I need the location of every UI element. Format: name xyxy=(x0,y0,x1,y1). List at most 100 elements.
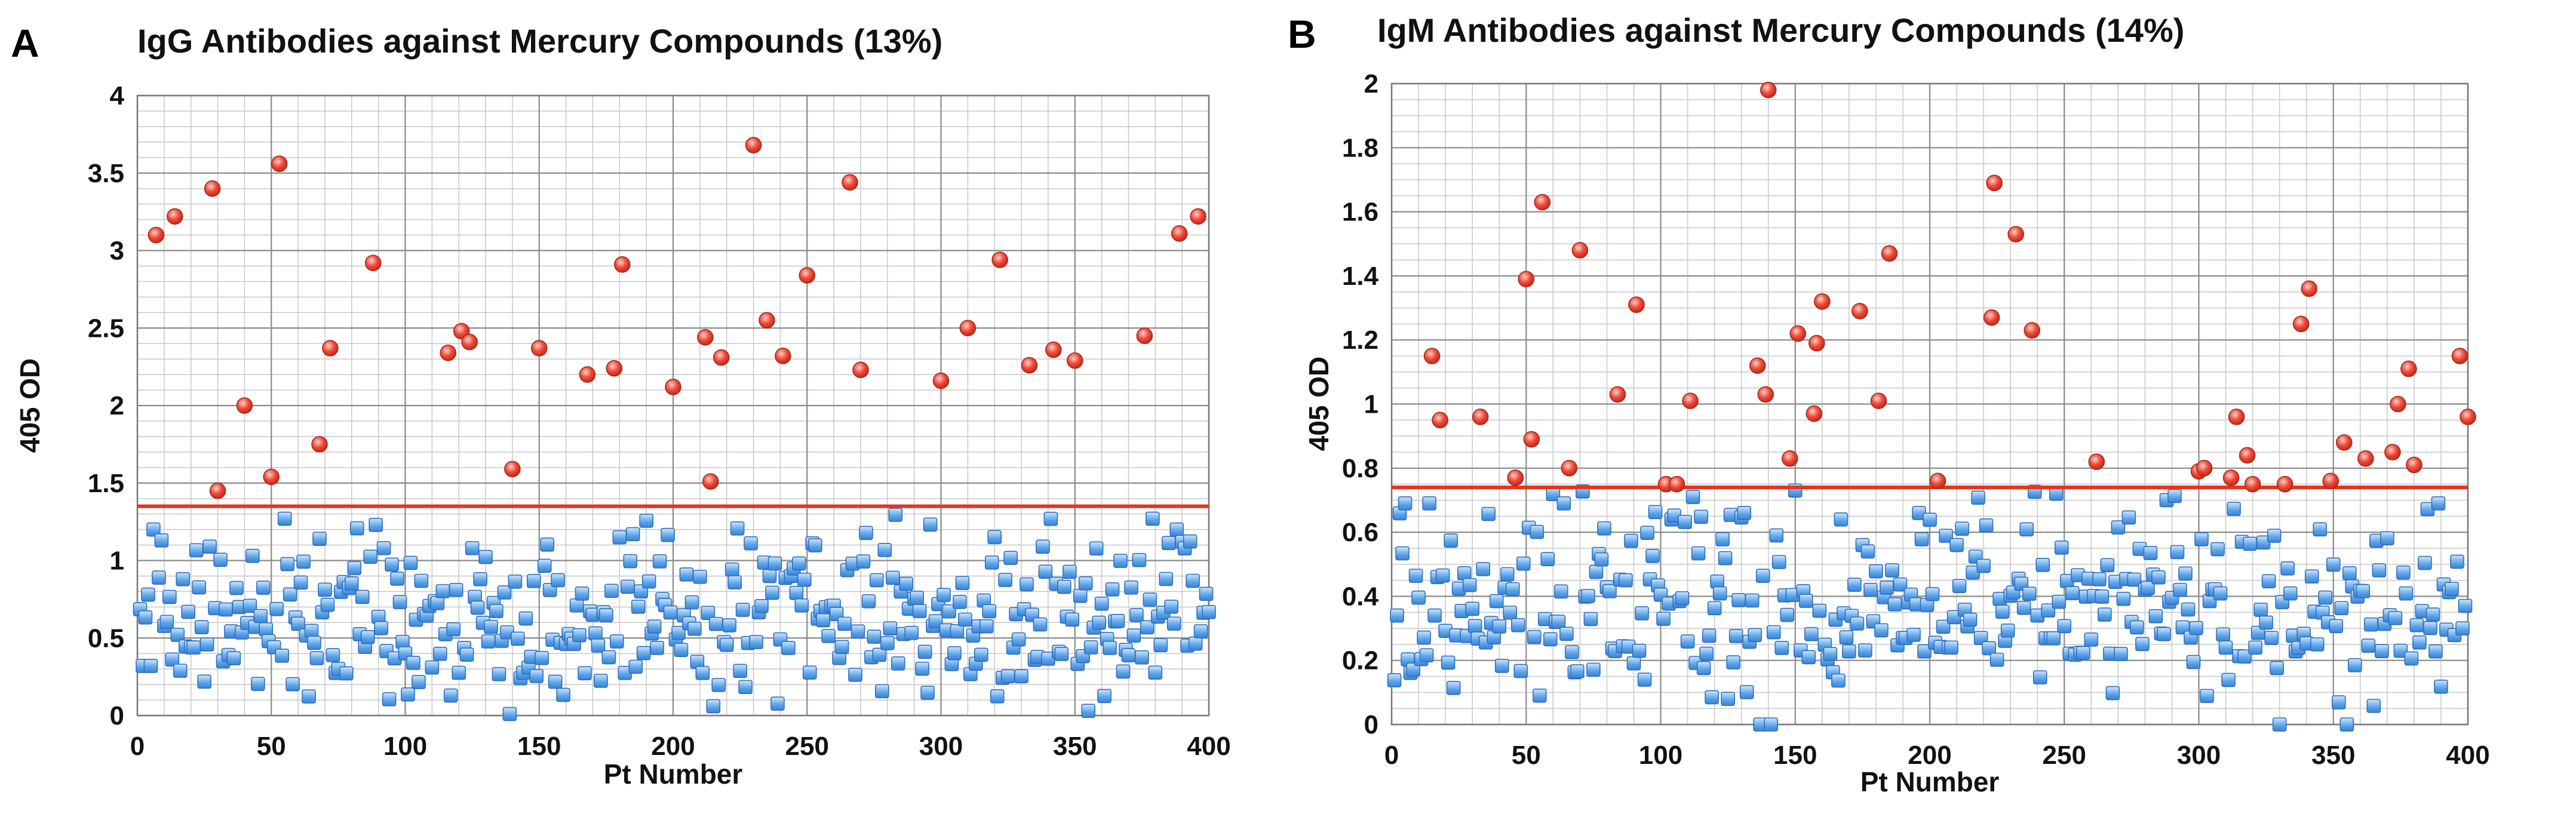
data-point-low xyxy=(2151,570,2166,585)
data-point-low xyxy=(2342,566,2357,581)
data-point-low xyxy=(369,518,383,532)
data-point-low xyxy=(2455,621,2470,635)
y-tick-label: 1.4 xyxy=(1342,262,1379,291)
data-point-low xyxy=(915,661,929,676)
data-point-low xyxy=(253,609,268,624)
data-point-low xyxy=(1113,554,1128,568)
x-tick-label: 250 xyxy=(2043,741,2086,770)
data-point-low xyxy=(484,619,498,634)
data-point-low xyxy=(2216,627,2230,642)
data-point-low xyxy=(492,667,506,681)
data-point-low xyxy=(628,659,643,674)
data-point-low xyxy=(2243,536,2257,551)
data-point-low xyxy=(291,616,305,631)
data-point-low xyxy=(1952,579,1967,594)
data-point-low xyxy=(165,652,180,667)
data-point-low xyxy=(1476,561,1490,576)
data-point-low xyxy=(1626,656,1641,671)
data-point-low xyxy=(1078,576,1093,591)
data-point-low xyxy=(1116,664,1131,679)
data-point-high xyxy=(1668,475,1685,493)
data-point-low xyxy=(529,669,544,683)
data-point-low xyxy=(1043,511,1058,526)
x-tick-label: 50 xyxy=(257,732,286,761)
y-tick-label: 0.8 xyxy=(1342,454,1378,483)
data-point-low xyxy=(808,538,822,552)
tick-labels: 0 0.5 1 1.5 2 2.5 3 3.5 4 0 50 100 150 200 250 300 350 40… xyxy=(88,81,1231,761)
data-point-low xyxy=(1764,717,1779,732)
data-point-low xyxy=(229,581,244,595)
data-point-low xyxy=(1589,564,1604,579)
data-point-low xyxy=(837,616,852,631)
data-point-low xyxy=(636,646,651,661)
data-point-low xyxy=(219,602,233,617)
data-point-low xyxy=(955,576,970,590)
data-point-low xyxy=(1597,521,1611,536)
series-below-threshold xyxy=(133,508,1216,722)
data-point-low xyxy=(347,561,362,575)
data-point-low xyxy=(1489,594,1504,609)
x-axis-label: Pt Number xyxy=(604,759,743,790)
data-point-low xyxy=(1971,490,1985,505)
data-point-low xyxy=(701,606,716,621)
data-point-low xyxy=(2167,489,2182,504)
data-point-low xyxy=(1645,549,1660,563)
data-point-high xyxy=(1781,450,1798,467)
data-point-low xyxy=(1731,593,1746,607)
data-point-low xyxy=(320,597,335,612)
data-point-low xyxy=(1602,584,1617,598)
data-point-low xyxy=(1014,669,1028,684)
data-point-high xyxy=(2460,409,2476,425)
data-point-low xyxy=(2075,646,2090,661)
data-point-low xyxy=(1143,592,1157,607)
data-point-low xyxy=(1804,627,1819,641)
data-point-low xyxy=(556,687,570,702)
data-point-low xyxy=(176,572,191,587)
data-point-low xyxy=(226,651,241,666)
data-point-low xyxy=(979,619,994,634)
data-point-low xyxy=(2264,631,2279,645)
data-point-low xyxy=(2409,618,2424,633)
series-above-threshold xyxy=(1423,81,2476,493)
data-point-low xyxy=(1766,625,1781,640)
data-point-high xyxy=(745,137,762,153)
data-point-low xyxy=(733,664,747,679)
data-point-low xyxy=(711,678,726,692)
data-point-low xyxy=(647,619,662,634)
data-point-low xyxy=(797,572,812,587)
data-point-low xyxy=(251,677,265,691)
data-point-high xyxy=(1682,392,1699,409)
data-point-high xyxy=(2024,322,2040,339)
data-point-low xyxy=(449,583,463,597)
data-point-low xyxy=(1834,512,1849,527)
data-point-low xyxy=(1465,601,1479,616)
data-point-low xyxy=(1161,536,1176,550)
data-point-high xyxy=(2196,459,2213,477)
data-point-low xyxy=(749,635,763,649)
data-point-low xyxy=(877,543,892,557)
data-point-low xyxy=(162,590,177,604)
data-point-low xyxy=(1640,526,1654,540)
data-point-low xyxy=(1702,628,1717,643)
data-point-low xyxy=(623,554,638,569)
data-point-low xyxy=(318,582,332,597)
data-point-low xyxy=(1540,552,1555,566)
data-point-low xyxy=(2375,644,2389,658)
data-point-low xyxy=(2329,619,2344,634)
data-point-low xyxy=(1164,600,1179,614)
y-tick-label: 0.6 xyxy=(1342,518,1378,547)
y-tick-label: 0.4 xyxy=(1342,582,1379,611)
data-point-low xyxy=(2396,565,2411,580)
data-point-low xyxy=(2114,647,2128,661)
data-point-low xyxy=(1936,619,1951,634)
data-point-low xyxy=(1831,673,1846,688)
data-point-low xyxy=(1188,636,1203,651)
data-point-low xyxy=(1705,690,1719,705)
data-point-low xyxy=(481,634,496,649)
data-point-low xyxy=(1199,587,1214,601)
data-point-low xyxy=(1089,541,1104,556)
data-point-low xyxy=(2189,621,2203,635)
data-point-low xyxy=(1963,612,1978,627)
data-point-low xyxy=(765,585,779,600)
data-point-low xyxy=(953,594,967,609)
